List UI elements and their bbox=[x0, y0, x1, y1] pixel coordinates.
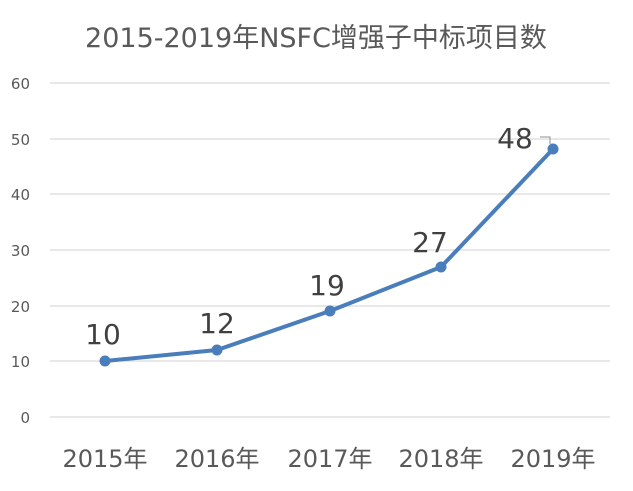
data-label: 19 bbox=[309, 269, 345, 302]
y-tick-label: 60 bbox=[11, 75, 30, 93]
x-tick-label: 2018年 bbox=[398, 445, 483, 473]
x-axis: 2015年 2016年 2017年 2018年 2019年 bbox=[62, 445, 595, 473]
data-point bbox=[547, 143, 559, 155]
data-labels: 10 12 19 27 48 bbox=[85, 122, 551, 351]
x-tick-label: 2017年 bbox=[287, 445, 372, 473]
leader-line bbox=[540, 136, 551, 144]
x-tick-label: 2016年 bbox=[174, 445, 259, 473]
data-point bbox=[324, 305, 336, 317]
x-tick-label: 2015年 bbox=[62, 445, 147, 473]
gridline-0: 0 bbox=[20, 409, 610, 427]
chart-title: 2015-2019年NSFC增强子中标项目数 bbox=[85, 23, 547, 54]
data-markers bbox=[99, 143, 559, 367]
y-tick-label: 50 bbox=[11, 131, 30, 149]
gridline-30: 30 bbox=[11, 242, 610, 260]
data-point bbox=[435, 261, 447, 273]
y-tick-label: 40 bbox=[11, 186, 30, 204]
data-label: 48 bbox=[497, 122, 533, 155]
gridline-10: 10 bbox=[11, 353, 610, 371]
x-tick-label: 2019年 bbox=[510, 445, 595, 473]
gridline-50: 50 bbox=[11, 131, 610, 149]
data-point bbox=[99, 355, 111, 367]
y-tick-label: 30 bbox=[11, 242, 30, 260]
y-tick-label: 20 bbox=[11, 298, 30, 316]
data-label: 27 bbox=[412, 226, 448, 259]
y-tick-label: 0 bbox=[20, 409, 30, 427]
gridline-40: 40 bbox=[11, 186, 610, 204]
y-tick-label: 10 bbox=[11, 353, 30, 371]
series-line bbox=[103, 147, 555, 363]
data-label: 10 bbox=[85, 318, 121, 351]
data-point bbox=[211, 344, 223, 356]
gridline-60: 60 bbox=[11, 75, 610, 93]
data-label: 12 bbox=[199, 307, 235, 340]
